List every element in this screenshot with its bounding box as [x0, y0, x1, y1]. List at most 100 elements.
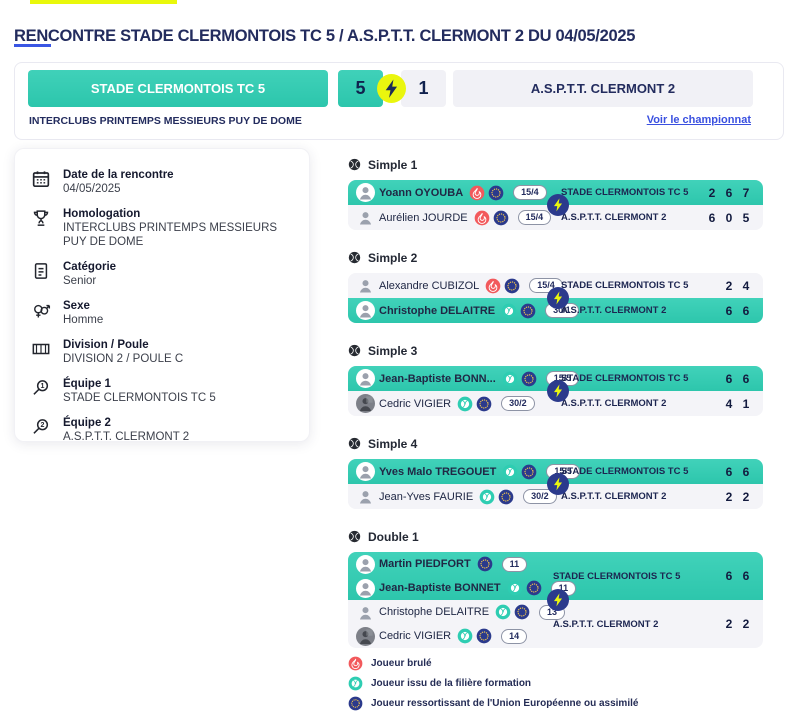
detail-item-homologation: Homologation INTERCLUBS PRINTEMPS MESSIE… [31, 207, 293, 249]
legend-item: Joueur issu de la filière formation [348, 676, 638, 691]
player-name[interactable]: Jean-Baptiste BONN... [379, 372, 496, 385]
legend-label: Joueur brulé [371, 658, 432, 669]
team-name: STADE CLERMONTOIS TC 5 [561, 373, 689, 384]
player-name[interactable]: Alexandre CUBIZOL [379, 279, 480, 292]
player-name[interactable]: Christophe DELAITRE [379, 304, 496, 317]
tennis-ball-icon [348, 251, 361, 264]
player-ranking-badge: 30/2 [501, 396, 535, 411]
calendar-icon [31, 169, 51, 189]
training-program-icon [348, 676, 363, 691]
set-score: 6 [742, 303, 750, 318]
player-name[interactable]: Martin PIEDFORT [379, 558, 471, 570]
set-score: 2 [708, 185, 716, 200]
player-name[interactable]: Yoann OYOUBA [379, 186, 464, 199]
set-score: 1 [742, 396, 750, 411]
filiere-icon [502, 371, 518, 387]
filiere-icon [507, 580, 523, 596]
player-avatar [356, 462, 375, 481]
set-score: 6 [725, 303, 733, 318]
filiere-icon [457, 396, 473, 412]
player-name[interactable]: Jean-Yves FAURIE [379, 490, 474, 503]
team-name: A.S.P.T.T. CLERMONT 2 [561, 305, 667, 316]
match-section-simple-4: Simple 4 Yves Malo TREGOUET 15/5 STADE C… [348, 435, 763, 509]
lightning-bolt-icon [547, 473, 569, 495]
detail-label: Sexe [63, 300, 90, 312]
player-status-icons [477, 556, 493, 572]
team-name: A.S.P.T.T. CLERMONT 2 [561, 212, 667, 223]
match-section-label: Double 1 [368, 529, 419, 544]
doubles-player-line: Christophe DELAITRE 13 [348, 600, 566, 624]
player-avatar [356, 578, 375, 598]
player-status-icons [457, 396, 492, 412]
match-section-header: Simple 4 [348, 435, 763, 452]
legend-label: Joueur issu de la filière formation [371, 678, 532, 689]
match-card: Jean-Baptiste BONN... 15/5 STADE CLERMON… [348, 366, 763, 416]
brule-icon [474, 210, 490, 226]
eu-icon [476, 396, 492, 412]
player-ranking-badge: 11 [501, 556, 528, 572]
lightning-bolt-icon [547, 287, 569, 309]
team-name: A.S.P.T.T. CLERMONT 2 [553, 618, 659, 630]
set-score: 5 [742, 210, 750, 225]
detail-value: Homme [63, 314, 104, 326]
player-ranking-badge: 14 [501, 628, 528, 644]
player-status-icons [502, 464, 537, 480]
detail-value: A.S.P.T.T. CLERMONT 2 [63, 431, 190, 443]
detail-label: Homologation [63, 208, 141, 220]
home-team-button[interactable]: STADE CLERMONTOIS TC 5 [28, 70, 328, 107]
player-status-icons [502, 371, 537, 387]
competition-name: INTERCLUBS PRINTEMPS MESSIEURS PUY DE DO… [29, 115, 302, 127]
filiere-icon [502, 464, 518, 480]
eu-icon [476, 628, 492, 644]
detail-label: Équipe 2 [63, 417, 111, 429]
team-name: A.S.P.T.T. CLERMONT 2 [561, 491, 667, 502]
doubles-team-row: Christophe DELAITRE 13 Cedric VIGIER 14 … [348, 600, 763, 648]
set-score: 2 [742, 489, 750, 504]
player-status-icons [479, 489, 514, 505]
detail-label: Division / Poule [63, 339, 149, 351]
set-score: 4 [742, 278, 750, 293]
player-name[interactable]: Cedric VIGIER [379, 397, 452, 410]
court-icon [31, 339, 51, 359]
away-team-button[interactable]: A.S.P.T.T. CLERMONT 2 [453, 70, 753, 107]
brule-icon [485, 278, 501, 294]
player-name[interactable]: Christophe DELAITRE [379, 606, 490, 618]
detail-value: DIVISION 2 / POULE C [63, 353, 184, 365]
player-status-icons [495, 604, 530, 620]
match-section-simple-2: Simple 2 Alexandre CUBIZOL 15/4 STADE CL… [348, 249, 763, 323]
lightning-bolt-icon [547, 589, 569, 611]
match-card: Yoann OYOUBA 15/4 STADE CLERMONTOIS TC 5… [348, 180, 763, 230]
player-status-icons [507, 580, 542, 596]
player-avatar [356, 487, 375, 506]
player-name[interactable]: Yves Malo TREGOUET [379, 465, 497, 478]
player-name[interactable]: Jean-Baptiste BONNET [379, 582, 501, 594]
team2-search-icon: 2 [31, 417, 51, 437]
match-section-header: Double 1 [348, 528, 763, 545]
match-section-simple-3: Simple 3 Jean-Baptiste BONN... 15/5 STAD… [348, 342, 763, 416]
view-championship-link[interactable]: Voir le championnat [646, 114, 751, 126]
player-name[interactable]: Cedric VIGIER [379, 630, 452, 642]
player-name[interactable]: Aurélien JOURDE [379, 211, 468, 224]
player-ranking-badge: 15/4 [513, 185, 547, 200]
doubles-player-line: Cedric VIGIER 14 [348, 624, 553, 648]
team-name: STADE CLERMONTOIS TC 5 [561, 280, 689, 291]
eu-icon [526, 580, 542, 596]
detail-label: Catégorie [63, 261, 117, 273]
eu-icon [477, 556, 493, 572]
player-avatar [356, 603, 375, 622]
tennis-ball-icon [348, 158, 361, 171]
set-score: 6 [725, 464, 733, 479]
match-section-label: Simple 3 [368, 343, 418, 358]
team-name: A.S.P.T.T. CLERMONT 2 [561, 398, 667, 409]
eu-icon [498, 489, 514, 505]
svg-text:2: 2 [41, 421, 45, 429]
detail-label: Équipe 1 [63, 378, 111, 390]
tennis-ball-icon [348, 344, 361, 357]
player-avatar [356, 208, 375, 227]
